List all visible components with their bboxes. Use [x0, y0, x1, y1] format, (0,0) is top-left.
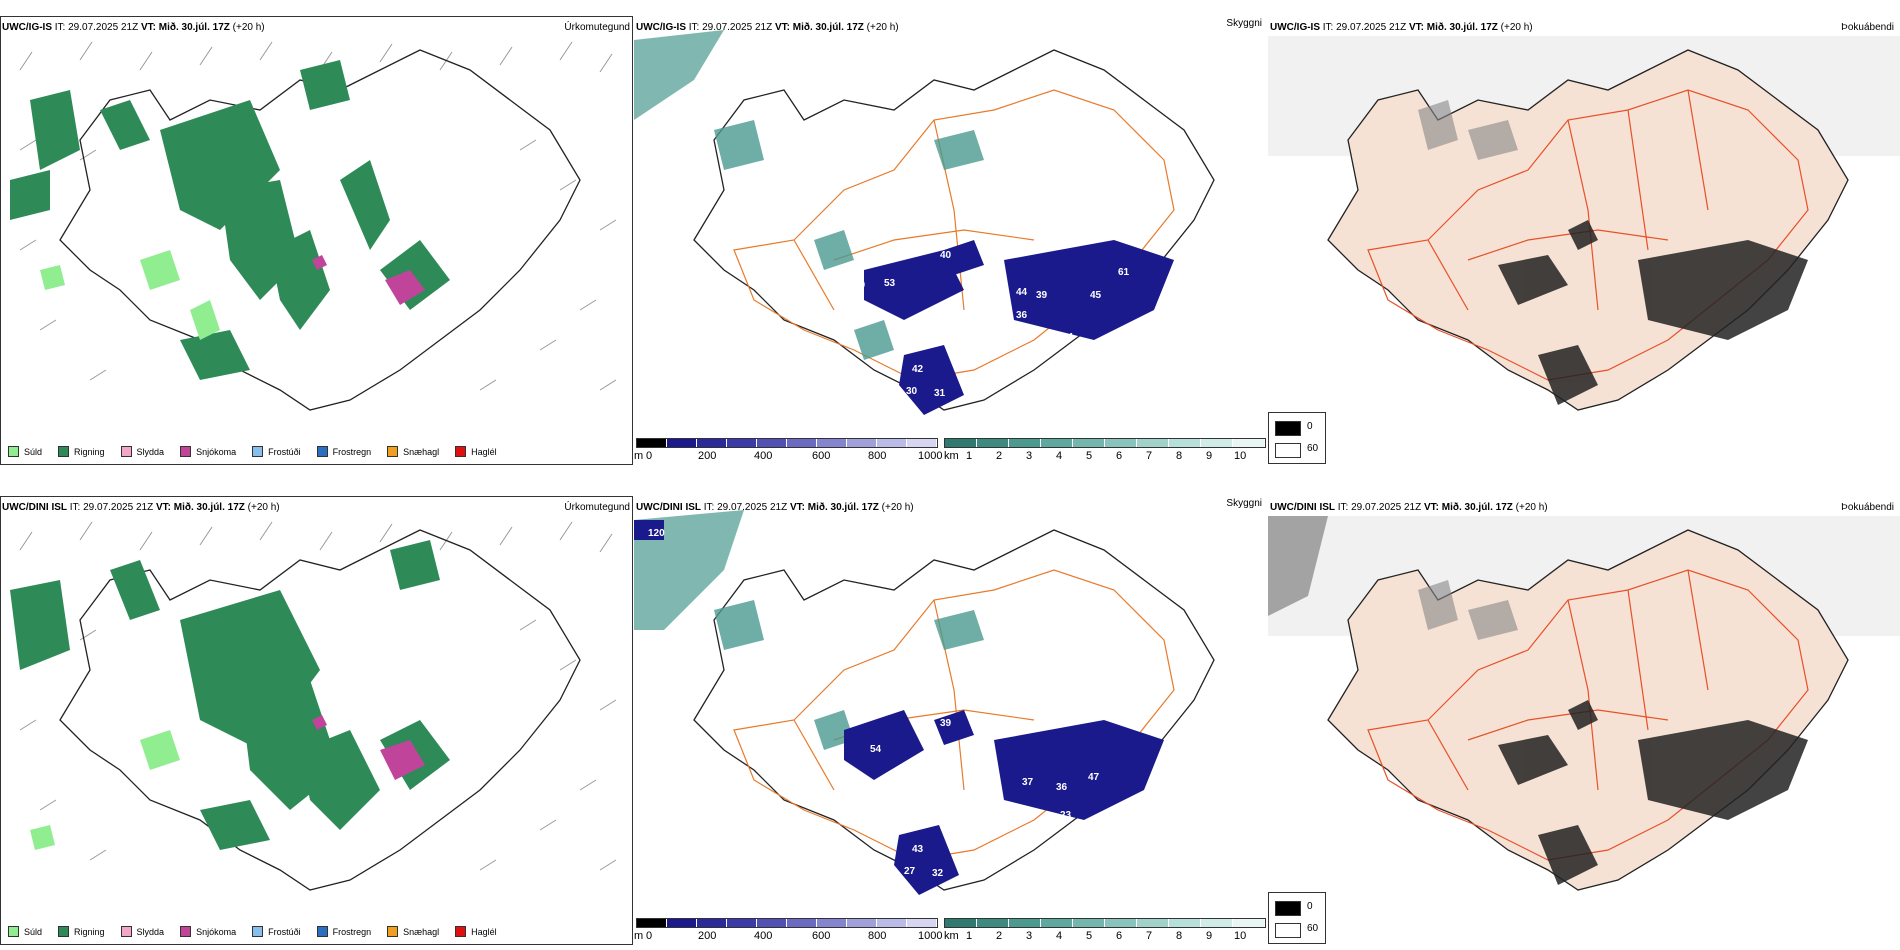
legend-swatch — [316, 446, 328, 457]
panel-title: UWC/DINI ISL IT: 29.07.2025 21Z VT: Mið.… — [636, 502, 914, 513]
fog-map — [1268, 36, 1900, 411]
vis-label: 24 — [1062, 332, 1074, 343]
legend-item: Slydda — [120, 446, 164, 457]
precip-type-legend: Súld Rigning Slydda Snjókoma Frostúði Fr… — [8, 446, 513, 457]
vis-label: 36 — [1056, 782, 1068, 793]
fog-map — [1268, 516, 1900, 891]
panel-title: UWC/IG-IS IT: 29.07.2025 21Z VT: Mið. 30… — [636, 22, 899, 33]
legend-item: Haglél — [455, 446, 497, 457]
legend-item: Frostúði — [252, 446, 301, 457]
fog-legend: 0 60 — [1268, 892, 1326, 944]
vis-label: 79 — [904, 822, 916, 833]
vis-label: 27 — [904, 866, 916, 877]
legend-swatch — [387, 446, 399, 457]
visibility-map: 120 39 54 37 36 47 23 79 43 27 32 — [634, 510, 1215, 895]
vis-label: 54 — [870, 744, 882, 755]
legend-item: Frostregn — [316, 926, 371, 937]
vis-label: 47 — [1088, 772, 1100, 783]
legend-swatch — [58, 926, 70, 937]
vis-label: 39 — [940, 718, 952, 729]
visibility-km-colorbar — [944, 918, 1266, 928]
legend-swatch — [8, 926, 19, 937]
panel-visibility-top: UWC/IG-IS IT: 29.07.2025 21Z VT: Mið. 30… — [634, 10, 1268, 465]
vis-label: 61 — [1118, 267, 1130, 278]
legend-item: Snjókoma — [180, 446, 236, 457]
vis-label: 53 — [884, 278, 896, 289]
legend-swatch — [252, 446, 264, 457]
legend-item: Rigning — [58, 446, 105, 457]
vis-label: 45 — [1090, 290, 1102, 301]
product-label: Skyggni — [1226, 18, 1262, 29]
precip-type-map — [0, 16, 633, 465]
vis-label: 37 — [1022, 777, 1034, 788]
product-label: Úrkomutegund — [564, 502, 630, 513]
legend-item: Slydda — [120, 926, 164, 937]
precip-type-map — [0, 496, 633, 945]
visibility-m-ticks: m 0 200 400 600 800 1000 — [634, 930, 943, 942]
visibility-km-ticks: km 1 2 3 4 5 6 7 8 9 10 — [944, 930, 1247, 942]
legend-swatch — [180, 446, 192, 457]
legend-item: Frostregn — [316, 446, 371, 457]
vis-label: 40 — [940, 250, 952, 261]
legend-swatch — [455, 446, 467, 457]
panel-title: UWC/DINI ISL IT: 29.07.2025 21Z VT: Mið.… — [2, 502, 280, 513]
legend-swatch — [120, 446, 132, 457]
vis-label: 83 — [906, 344, 918, 355]
legend-item: Haglél — [455, 926, 497, 937]
visibility-km-colorbar — [944, 438, 1266, 448]
vis-label: 32 — [932, 868, 944, 879]
panel-fog-top: UWC/IG-IS IT: 29.07.2025 21Z VT: Mið. 30… — [1268, 10, 1900, 465]
precip-type-legend: Súld Rigning Slydda Snjókoma Frostúði Fr… — [8, 926, 513, 937]
legend-swatch — [316, 926, 328, 937]
vis-label: 23 — [1060, 810, 1072, 821]
iceland-outline — [693, 529, 1215, 891]
panel-title: UWC/IG-IS IT: 29.07.2025 21Z VT: Mið. 30… — [2, 22, 265, 33]
iceland-outline — [693, 49, 1215, 411]
product-label: Þokuábendi — [1841, 502, 1894, 513]
legend-item: Snæhagl — [387, 926, 439, 937]
fog-legend: 0 60 — [1268, 412, 1326, 464]
legend-item: Súld — [8, 926, 42, 937]
legend-item: Frostúði — [252, 926, 301, 937]
visibility-m-ticks: m 0 200 400 600 800 1000 — [634, 450, 943, 462]
vis-label: 31 — [934, 388, 946, 399]
legend-swatch — [8, 446, 19, 457]
vis-label: 42 — [912, 364, 924, 375]
legend-item: Súld — [8, 446, 42, 457]
product-label: Skyggni — [1226, 498, 1262, 509]
legend-swatch — [387, 926, 399, 937]
product-label: Þokuábendi — [1841, 22, 1894, 33]
legend-item: Snjókoma — [180, 926, 236, 937]
legend-swatch — [455, 926, 467, 937]
product-label: Úrkomutegund — [564, 22, 630, 33]
panel-title: UWC/DINI ISL IT: 29.07.2025 21Z VT: Mið.… — [1270, 502, 1548, 513]
panel-visibility-bottom: UWC/DINI ISL IT: 29.07.2025 21Z VT: Mið.… — [634, 490, 1268, 945]
visibility-km-ticks: km 1 2 3 4 5 6 7 8 9 10 — [944, 450, 1247, 462]
legend-swatch — [252, 926, 264, 937]
legend-swatch — [180, 926, 192, 937]
vis-label: 36 — [1016, 310, 1028, 321]
snow-area — [385, 270, 425, 305]
vis-label: 43 — [912, 844, 924, 855]
visibility-m-colorbar — [636, 918, 938, 928]
legend-swatch — [58, 446, 70, 457]
vis-label: 49 — [854, 280, 866, 291]
legend-swatch — [120, 926, 132, 937]
vis-label: 39 — [1036, 290, 1048, 301]
legend-item: Rigning — [58, 926, 105, 937]
vis-label: 44 — [1016, 287, 1028, 298]
panel-precip-type-bottom: UWC/DINI ISL IT: 29.07.2025 21Z VT: Mið.… — [0, 490, 634, 945]
vis-label: 30 — [906, 386, 918, 397]
vis-label: 120 — [648, 528, 665, 539]
visibility-m-colorbar — [636, 438, 938, 448]
panel-title: UWC/IG-IS IT: 29.07.2025 21Z VT: Mið. 30… — [1270, 22, 1533, 33]
panel-precip-type-top: UWC/IG-IS IT: 29.07.2025 21Z VT: Mið. 30… — [0, 10, 634, 465]
visibility-map: 40 53 49 44 39 45 61 36 24 83 42 30 31 — [634, 30, 1215, 415]
legend-item: Snæhagl — [387, 446, 439, 457]
snow-area — [380, 740, 425, 780]
panel-fog-bottom: UWC/DINI ISL IT: 29.07.2025 21Z VT: Mið.… — [1268, 490, 1900, 945]
